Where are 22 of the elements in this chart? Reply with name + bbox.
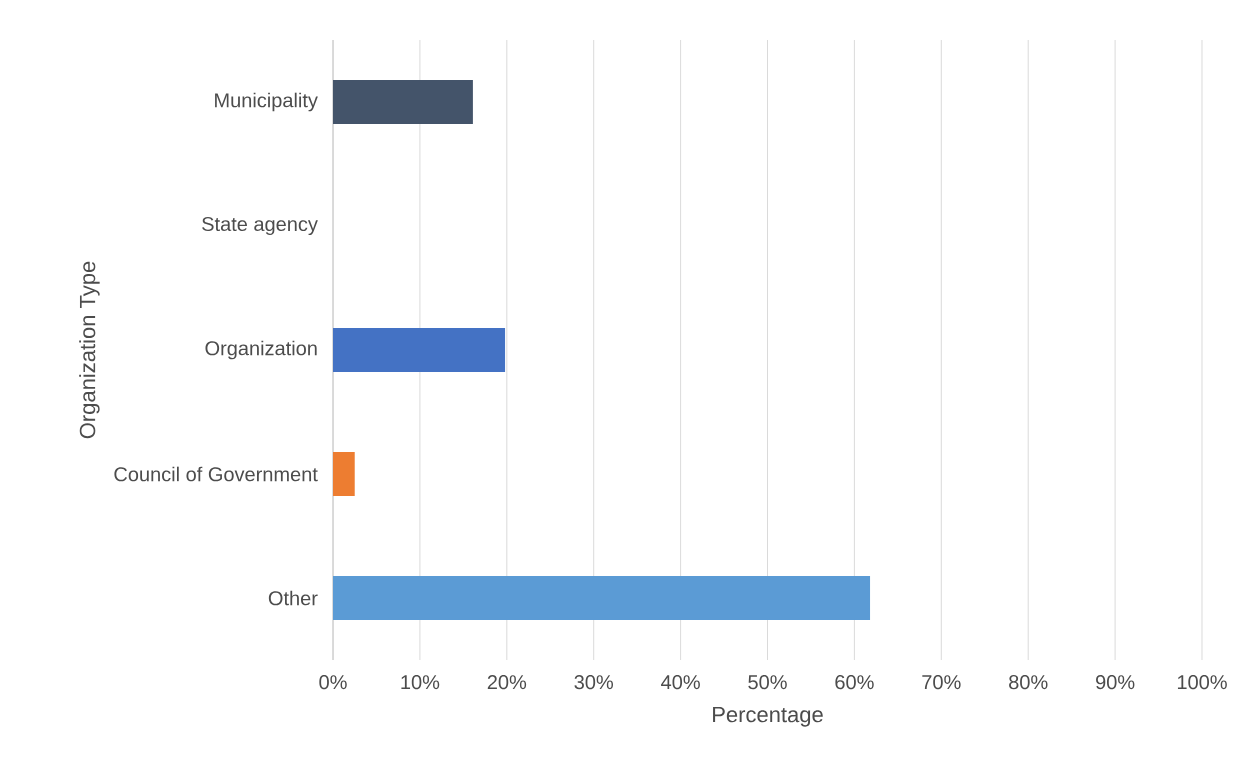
y-tick-label: Other <box>268 590 318 606</box>
bar <box>333 80 473 125</box>
y-tick-label: Council of Government <box>114 466 318 482</box>
x-tick-label: 80% <box>1009 675 1048 690</box>
bar <box>333 576 871 621</box>
x-tick-label: 50% <box>748 675 787 690</box>
y-tick-label: Municipality <box>215 92 318 112</box>
x-tick-label: 90% <box>1096 675 1135 690</box>
bar <box>333 328 506 373</box>
x-tick-label: 100% <box>1177 675 1227 690</box>
x-tick-label: 0% <box>319 675 347 690</box>
bar <box>333 452 355 497</box>
x-tick-label: 20% <box>487 675 527 690</box>
x-axis-title: Percentage <box>713 706 823 727</box>
x-tick-label: 10% <box>401 675 440 690</box>
x-tick-label: 60% <box>835 675 874 690</box>
y-axis-title: Organization Type <box>79 261 100 439</box>
y-tick-label: State agency <box>202 216 318 236</box>
y-tick-label: Organization <box>205 340 317 360</box>
x-tick-label: 30% <box>574 675 614 690</box>
x-tick-label: 40% <box>661 675 700 690</box>
x-tick-label: 70% <box>922 675 961 690</box>
